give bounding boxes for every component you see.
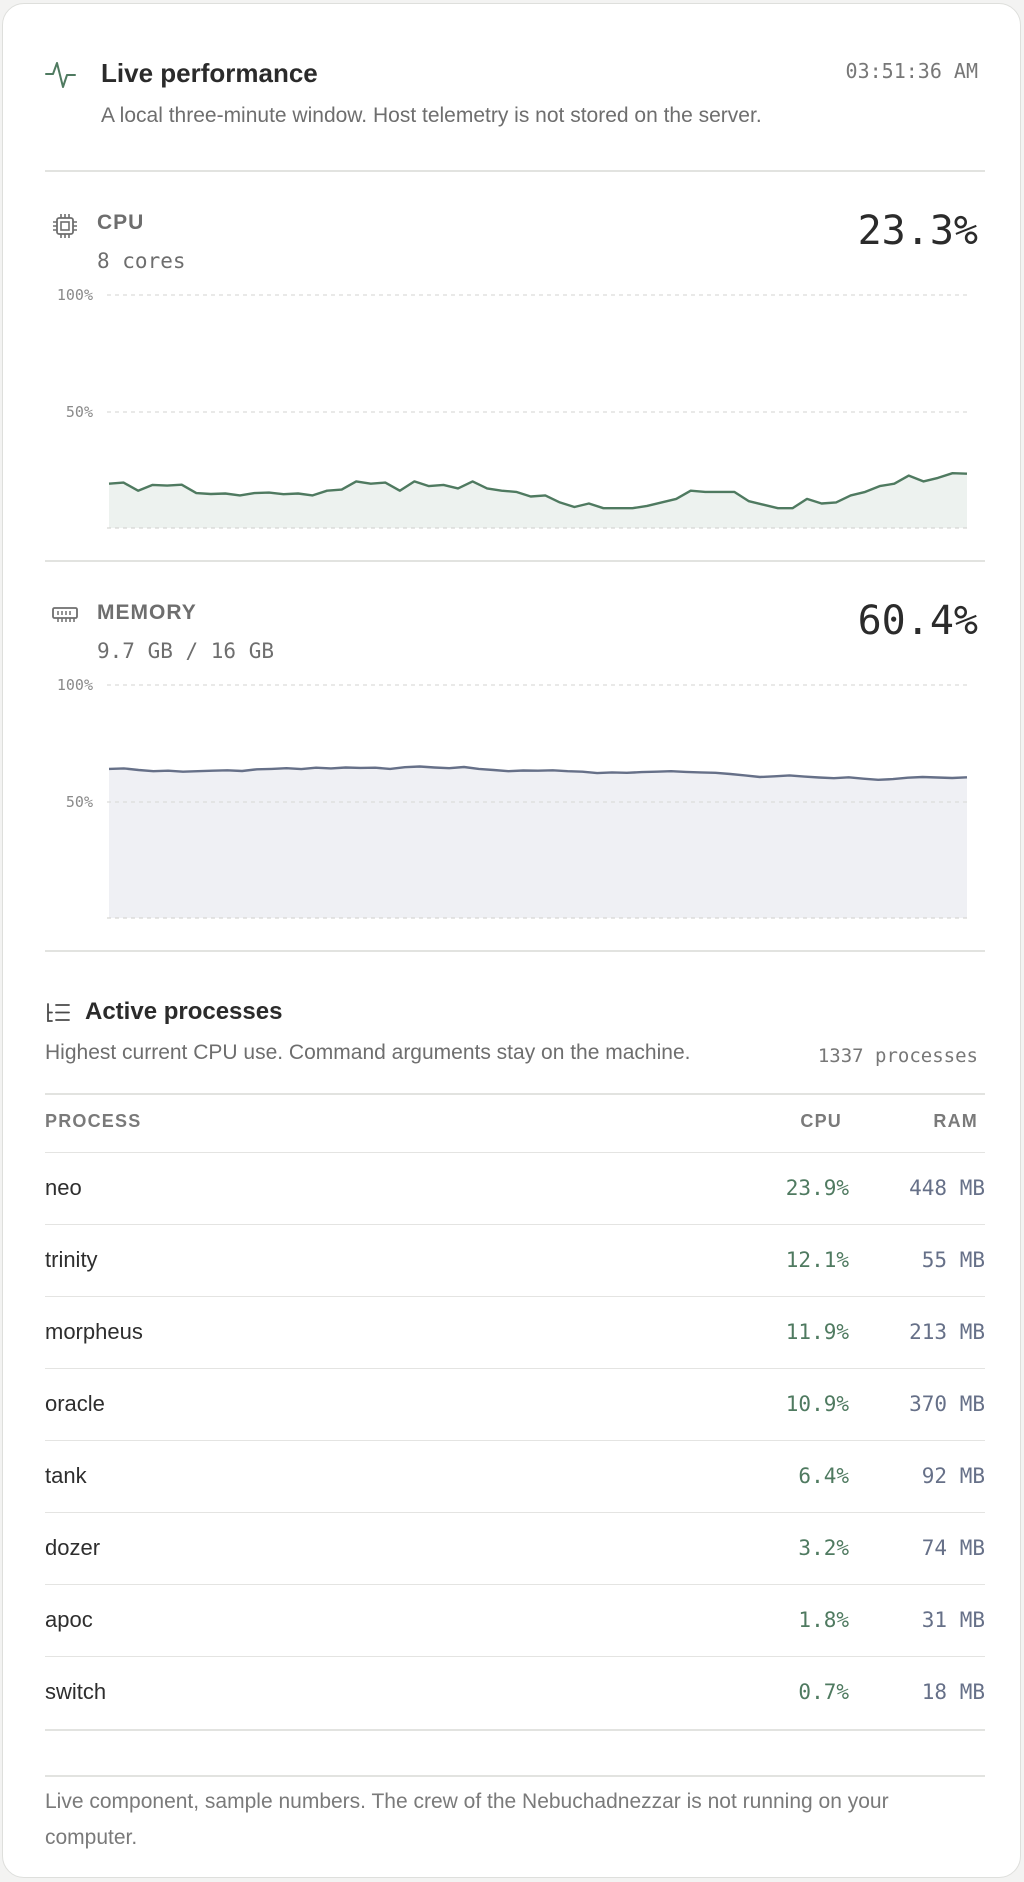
process-ram: 18 MB [921,1680,985,1704]
process-name: switch [45,1679,107,1704]
process-name: tank [45,1463,87,1488]
processes-title: Active processes [85,998,283,1025]
process-name: apoc [45,1607,93,1632]
memory-label: MEMORY [97,601,197,624]
process-cpu: 1.8% [798,1608,849,1632]
list-tree-icon [47,1003,70,1022]
cpu-label: CPU [97,211,145,234]
process-ram: 55 MB [921,1248,985,1272]
table-row[interactable]: oracle 10.9% 370 MB [45,1368,985,1441]
process-cpu: 11.9% [785,1320,849,1344]
memory-axis-100: 100% [57,676,93,694]
memory-value: 60.4% [857,598,978,644]
table-top-border [45,1093,985,1095]
cpu-series-line [108,472,968,510]
cpu-chip-icon [53,214,77,238]
process-name: oracle [45,1391,105,1416]
table-row[interactable]: trinity 12.1% 55 MB [45,1224,985,1297]
process-name: neo [45,1175,82,1200]
live-performance-card: Live performance A local three-minute wi… [2,3,1021,1878]
table-row[interactable]: neo 23.9% 448 MB [45,1152,985,1225]
cpu-chart: 100% 50% [57,286,968,529]
cpu-axis-100: 100% [57,286,93,304]
cpu-value: 23.3% [857,208,978,254]
process-name: morpheus [45,1319,143,1344]
column-header-ram: RAM [933,1111,978,1131]
table-row[interactable]: tank 6.4% 92 MB [45,1440,985,1513]
process-ram: 74 MB [921,1536,985,1560]
cpu-area-fill [109,473,967,528]
process-ram: 213 MB [909,1320,985,1344]
processes-subtitle: Highest current CPU use. Command argumen… [45,1041,691,1064]
table-row[interactable]: apoc 1.8% 31 MB [45,1584,985,1657]
process-ram: 448 MB [909,1176,985,1200]
process-ram: 92 MB [921,1464,985,1488]
process-name: dozer [45,1535,101,1560]
footer-divider [45,1775,985,1777]
process-cpu: 12.1% [785,1248,849,1272]
memory-area-fill [109,766,967,918]
memory-axis-50: 50% [66,793,93,811]
memory-chart: 100% 50% [57,676,968,919]
divider [45,950,985,952]
process-ram: 31 MB [921,1608,985,1632]
process-name: trinity [45,1247,98,1272]
process-cpu: 10.9% [785,1392,849,1416]
table-bottom-border [45,1729,985,1731]
cpu-axis-50: 50% [66,403,93,421]
memory-series-line [108,765,968,781]
column-header-cpu: CPU [800,1111,842,1131]
table-row[interactable]: dozer 3.2% 74 MB [45,1512,985,1585]
process-cpu: 6.4% [798,1464,849,1488]
memory-module-icon [52,607,78,622]
divider [45,560,985,562]
table-row[interactable]: switch 0.7% 18 MB [45,1656,985,1729]
process-cpu: 0.7% [798,1680,849,1704]
memory-usage: 9.7 GB / 16 GB [97,639,275,663]
process-cpu: 23.9% [785,1176,849,1200]
process-ram: 370 MB [909,1392,985,1416]
process-count: 1337 processes [817,1045,978,1067]
page-title: Live performance [101,58,318,88]
cpu-cores: 8 cores [97,249,186,273]
activity-pulse-icon [45,62,76,88]
divider [45,170,985,172]
process-cpu: 3.2% [798,1536,849,1560]
column-header-process: PROCESS [45,1111,142,1131]
footer-note: Live component, sample numbers. The crew… [45,1790,889,1849]
clock-readout: 03:51:36 AM [845,59,978,83]
table-row[interactable]: morpheus 11.9% 213 MB [45,1296,985,1369]
page-subtitle: A local three-minute window. Host teleme… [101,104,762,127]
